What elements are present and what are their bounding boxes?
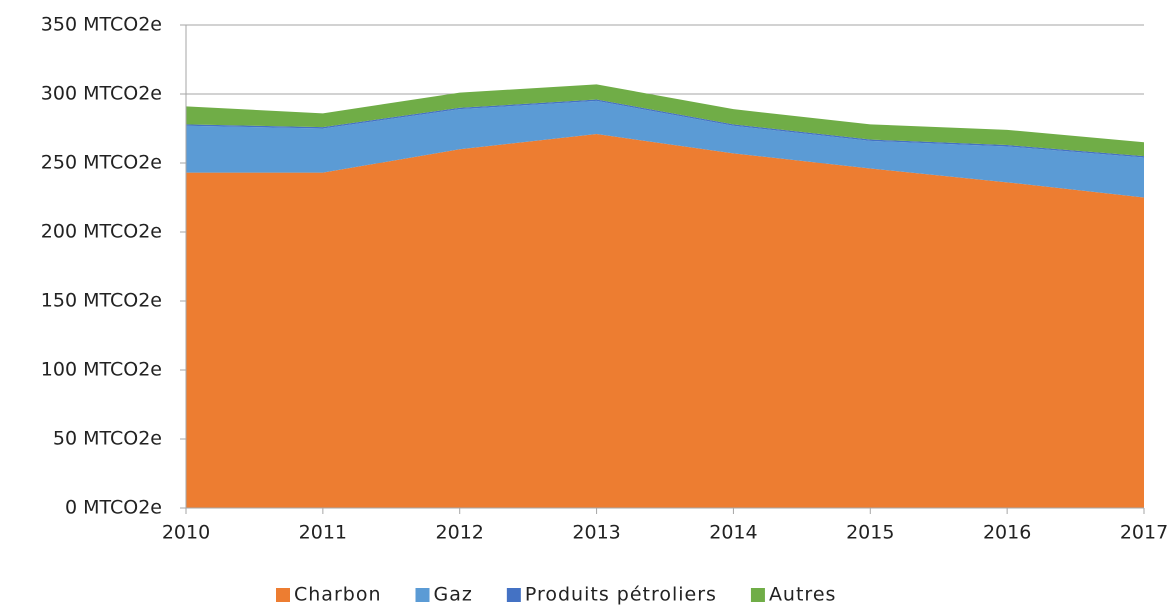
x-tick-label: 2011 [299,522,347,544]
legend-label: Charbon [294,584,382,606]
y-tick-label: 0 MTCO2e [65,497,162,519]
legend-label: Produits pétroliers [525,584,717,606]
x-tick-label: 2015 [846,522,894,544]
y-tick-label: 250 MTCO2e [41,152,162,174]
y-tick-label: 350 MTCO2e [41,14,162,36]
legend-swatch [750,588,765,602]
area [186,134,1144,508]
y-tick-label: 50 MTCO2e [53,428,162,450]
y-tick-label: 200 MTCO2e [41,221,162,243]
x-tick-label: 2013 [572,522,620,544]
legend-label: Autres [769,584,836,606]
legend-swatch [415,588,430,602]
x-tick-label: 2012 [436,522,484,544]
x-tick-label: 2014 [709,522,757,544]
y-tick-label: 150 MTCO2e [41,290,162,312]
legend-swatch [276,588,290,602]
area [186,84,1144,157]
area [186,100,1144,198]
x-tick-label: 2010 [162,522,210,544]
area [186,99,1144,158]
legend-label: Gaz [434,584,473,606]
x-tick-label: 2017 [1120,522,1168,544]
x-tick-label: 2016 [983,522,1031,544]
y-tick-label: 300 MTCO2e [41,83,162,105]
y-tick-label: 100 MTCO2e [41,359,162,381]
legend-swatch [506,588,521,602]
